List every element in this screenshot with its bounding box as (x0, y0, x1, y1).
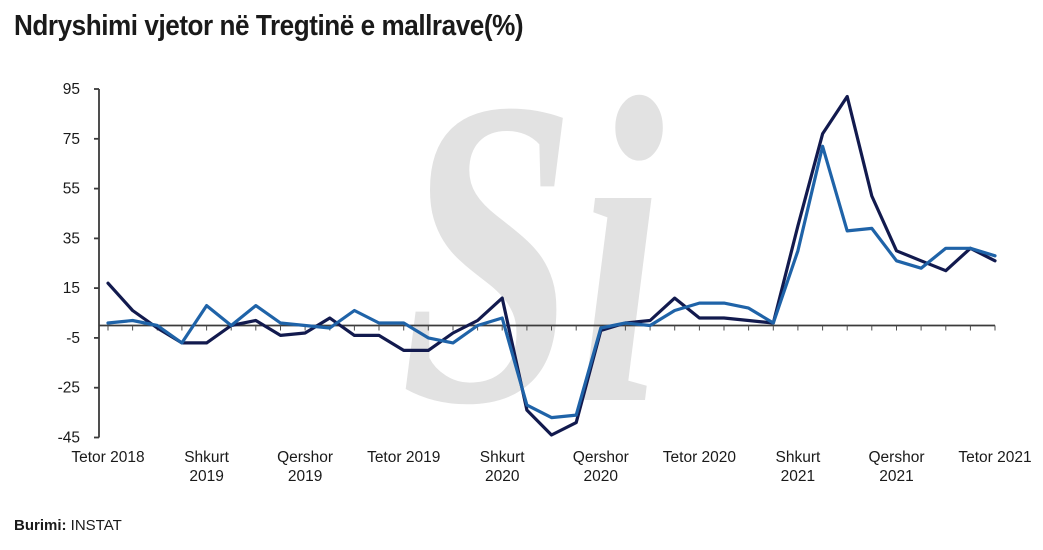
svg-text:95: 95 (63, 81, 80, 98)
svg-text:Qershor: Qershor (573, 449, 629, 466)
svg-text:Shkurt: Shkurt (775, 449, 820, 466)
svg-text:-25: -25 (58, 380, 80, 397)
svg-text:2019: 2019 (288, 468, 322, 485)
svg-text:Tetor 2021: Tetor 2021 (958, 449, 1031, 466)
svg-text:Tetor 2018: Tetor 2018 (71, 449, 144, 466)
svg-text:Qershor: Qershor (277, 449, 333, 466)
svg-text:-45: -45 (58, 430, 80, 447)
svg-text:35: 35 (63, 230, 80, 247)
svg-text:Tetor 2020: Tetor 2020 (663, 449, 737, 466)
svg-text:Shkurt: Shkurt (480, 449, 525, 466)
svg-text:75: 75 (63, 131, 80, 148)
svg-text:2019: 2019 (189, 468, 223, 485)
svg-text:15: 15 (63, 280, 80, 297)
svg-text:-5: -5 (66, 330, 80, 347)
svg-text:2020: 2020 (485, 468, 520, 485)
svg-text:2021: 2021 (879, 468, 913, 485)
svg-text:Qershor: Qershor (869, 449, 925, 466)
svg-text:2020: 2020 (584, 468, 619, 485)
svg-text:Tetor 2019: Tetor 2019 (367, 449, 440, 466)
svg-text:2021: 2021 (781, 468, 815, 485)
svg-text:Shkurt: Shkurt (184, 449, 229, 466)
svg-text:Si: Si (400, 7, 665, 495)
svg-text:55: 55 (63, 181, 80, 198)
